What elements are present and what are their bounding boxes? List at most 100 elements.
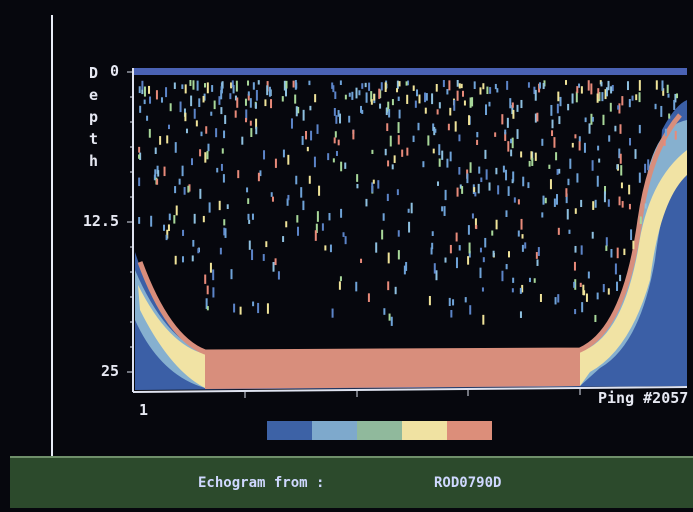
echo xyxy=(321,223,324,231)
echo xyxy=(337,110,340,117)
echo xyxy=(513,197,516,203)
echo xyxy=(567,178,570,186)
echo xyxy=(274,158,277,168)
echo xyxy=(548,164,551,169)
echo xyxy=(461,186,464,194)
echo xyxy=(338,281,341,290)
echo xyxy=(638,80,641,91)
echo xyxy=(370,99,373,105)
echo xyxy=(185,128,188,134)
echo xyxy=(558,168,561,174)
echo xyxy=(432,148,435,154)
echo xyxy=(239,306,242,315)
echo xyxy=(387,281,390,291)
echo xyxy=(527,182,530,189)
echo xyxy=(551,130,554,137)
echo xyxy=(569,158,572,169)
echo xyxy=(537,247,540,256)
echo xyxy=(193,213,196,224)
echo xyxy=(203,93,206,101)
echo xyxy=(449,244,452,254)
echo xyxy=(165,234,168,241)
echo xyxy=(247,80,250,86)
echo xyxy=(502,165,505,173)
echo xyxy=(506,117,509,128)
scale-swatch xyxy=(267,421,312,440)
echo xyxy=(573,261,576,271)
echo xyxy=(247,93,250,101)
echo xyxy=(446,89,449,95)
echo xyxy=(218,200,221,211)
echo xyxy=(333,137,336,144)
echo xyxy=(215,128,218,138)
echo xyxy=(403,265,406,275)
echo xyxy=(210,111,213,116)
echo xyxy=(607,80,610,91)
echo xyxy=(384,148,387,156)
echo xyxy=(391,99,394,106)
echo xyxy=(471,97,474,107)
echo xyxy=(308,175,311,184)
echo xyxy=(576,86,579,94)
depth-label: Depth xyxy=(89,64,99,170)
echo xyxy=(557,294,560,303)
x-end-label: Ping #2057 xyxy=(598,389,689,407)
echo xyxy=(535,252,538,259)
echo xyxy=(356,174,359,182)
echo xyxy=(584,117,587,123)
echo xyxy=(224,228,227,238)
echo xyxy=(247,91,250,96)
echo xyxy=(316,124,319,134)
echo xyxy=(219,247,222,255)
echo xyxy=(182,229,185,236)
echo xyxy=(314,230,317,241)
echo xyxy=(246,187,249,193)
echo xyxy=(356,183,359,189)
echo xyxy=(138,177,141,187)
echo xyxy=(183,108,186,117)
echo xyxy=(597,145,600,151)
echo xyxy=(190,95,193,107)
echo xyxy=(245,109,248,121)
echo xyxy=(181,256,184,263)
echo xyxy=(417,122,420,131)
echo xyxy=(565,80,568,85)
echo xyxy=(516,104,519,112)
echo xyxy=(388,313,391,321)
echo xyxy=(211,85,214,92)
echo xyxy=(571,93,574,104)
echo xyxy=(213,100,216,110)
echo xyxy=(248,219,251,224)
echo xyxy=(578,83,581,88)
echo xyxy=(661,80,664,91)
echo xyxy=(398,109,401,119)
echo xyxy=(344,162,347,169)
echo xyxy=(348,115,351,123)
echo xyxy=(255,126,258,135)
echo xyxy=(538,82,541,89)
echo xyxy=(666,84,669,94)
echo xyxy=(184,112,187,122)
echo xyxy=(474,192,477,197)
echo xyxy=(497,185,500,195)
echo xyxy=(628,98,631,108)
echo xyxy=(510,149,513,157)
echo xyxy=(149,96,152,104)
echo xyxy=(328,212,331,221)
echo xyxy=(386,193,389,202)
echo xyxy=(324,245,327,251)
echo xyxy=(412,85,415,91)
echo xyxy=(262,254,265,261)
echo xyxy=(463,100,466,106)
echo xyxy=(604,186,607,195)
echo xyxy=(644,163,647,173)
echo xyxy=(237,170,240,179)
echo xyxy=(614,263,617,275)
echo xyxy=(160,97,163,103)
echo xyxy=(446,158,449,168)
echo xyxy=(387,160,390,167)
echo xyxy=(610,86,613,94)
echo xyxy=(591,160,594,171)
echo xyxy=(305,130,308,140)
